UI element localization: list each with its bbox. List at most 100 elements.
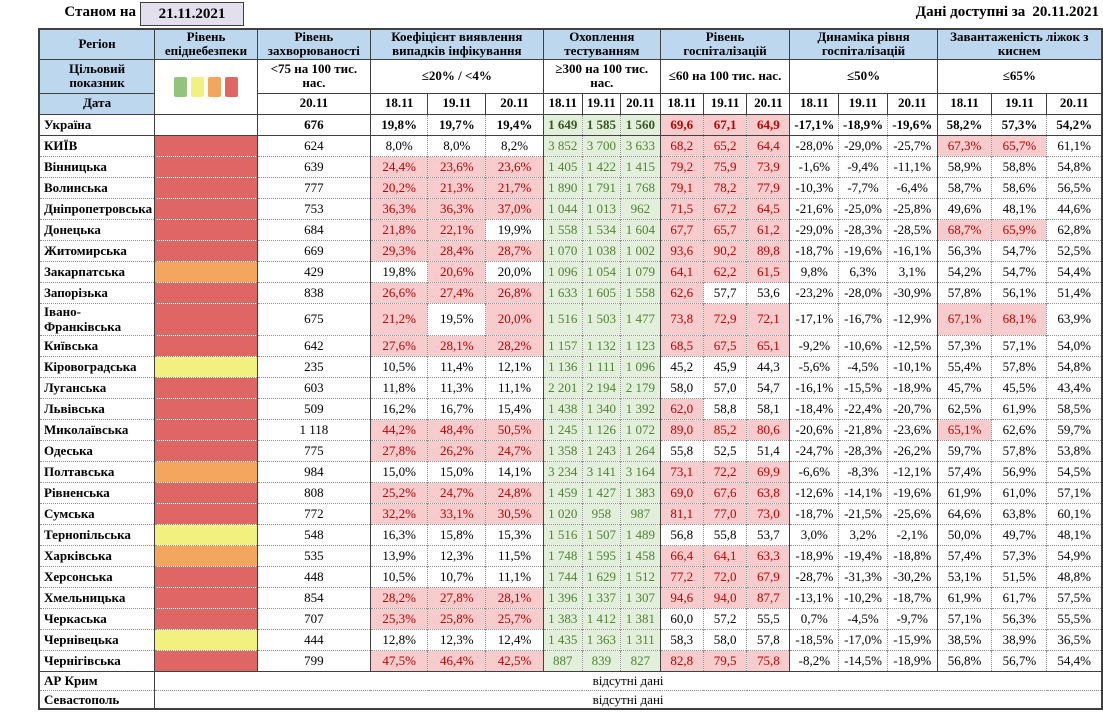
dynamics-cell: -19,6%	[886, 113, 938, 136]
table-row: Одеська 775 27,8% 26,2% 24,7% 1 358 1 243 1 264…	[39, 439, 1102, 462]
detection-cell: 15,0%	[427, 460, 486, 483]
testing-cell: 1 438	[542, 397, 583, 420]
oxygen-cell: 57,8%	[991, 439, 1047, 462]
detection-cell: 22,1%	[427, 218, 486, 241]
dynamics-cell: -16,7%	[838, 302, 888, 336]
detection-cell: 11,1%	[485, 376, 544, 399]
oxygen-cell: 54,4%	[1046, 649, 1102, 672]
col-header-incidence: Рівень захворюваності	[256, 28, 371, 60]
hospitalization-cell: 60,0	[659, 607, 704, 630]
available-date: 20.11.2021	[1032, 4, 1099, 20]
oxygen-cell: 58,9%	[936, 155, 992, 178]
date-header-18.11: 18.11	[542, 92, 583, 115]
hospitalization-cell: 69,0	[659, 481, 704, 504]
detection-cell: 29,3%	[369, 239, 428, 262]
testing-cell: 1 044	[542, 197, 583, 220]
dynamics-cell: -5,6%	[789, 355, 839, 378]
testing-cell: 1 383	[542, 607, 583, 630]
oxygen-cell: 59,7%	[936, 439, 992, 462]
col-header-dynamics: Динаміка рівня госпіталізацій	[789, 28, 938, 60]
region-name-cell: Харківська	[39, 544, 155, 567]
testing-cell: 1 534	[581, 218, 621, 241]
detection-cell: 26,8%	[485, 281, 544, 304]
hospitalization-cell: 69,6	[659, 113, 704, 136]
dynamics-cell: -4,5%	[838, 607, 888, 630]
detection-cell: 23,6%	[427, 155, 486, 178]
oxygen-cell: 58,8%	[991, 155, 1047, 178]
detection-cell: 19,9%	[485, 218, 544, 241]
col-header-detection: Коефіцієнт виявлення випадків інфікуванн…	[369, 28, 544, 60]
hospitalization-cell: 79,1	[659, 176, 704, 199]
detection-cell: 20,6%	[427, 260, 486, 283]
dynamics-cell: -12,5%	[886, 334, 938, 357]
dynamics-cell: -28,7%	[789, 565, 839, 588]
table-row: Рівненська 808 25,2% 24,7% 24,8% 1 459 1 427 1 …	[39, 481, 1102, 504]
detection-cell: 19,4%	[485, 113, 544, 136]
date-header-20.11: 20.11	[620, 92, 661, 115]
detection-cell: 27,8%	[369, 439, 428, 462]
hospitalization-cell: 58,1	[746, 397, 790, 420]
oxygen-cell: 48,8%	[1046, 565, 1102, 588]
criteria-hospitalization: ≤60 на 100 тис. нас.	[659, 58, 791, 94]
detection-cell: 27,6%	[369, 334, 428, 357]
region-name-cell: Луганська	[39, 376, 155, 399]
oxygen-cell: 48,1%	[991, 197, 1047, 220]
testing-cell: 1 340	[581, 397, 621, 420]
oxygen-cell: 54,0%	[1046, 334, 1102, 357]
testing-cell: 1 311	[620, 628, 661, 651]
date-header-18.11: 18.11	[936, 92, 993, 115]
table-row: Полтавська 984 15,0% 15,0% 14,1% 3 234 3 141 3 …	[39, 460, 1102, 483]
table-row: Житомирська 669 29,3% 28,4% 28,7% 1 070 1 038 1…	[39, 239, 1102, 262]
col-header-epid-level: Рівень епіднебезпеки	[154, 28, 258, 60]
region-name-cell: Тернопільська	[39, 523, 155, 546]
hospitalization-cell: 65,2	[702, 134, 747, 157]
hospitalization-cell: 65,1	[746, 334, 790, 357]
oxygen-cell: 63,8%	[991, 502, 1047, 525]
dynamics-cell: -21,5%	[838, 502, 888, 525]
detection-cell: 21,8%	[369, 218, 428, 241]
oxygen-cell: 54,8%	[1046, 155, 1102, 178]
region-name-cell: Кіровоградська	[39, 355, 155, 378]
hospitalization-cell: 75,9	[702, 155, 747, 178]
oxygen-cell: 61,9%	[991, 397, 1047, 420]
dynamics-cell: -10,1%	[886, 355, 938, 378]
testing-cell: 2 194	[581, 376, 621, 399]
region-name-cell: Севастополь	[39, 689, 155, 710]
testing-cell: 2 201	[542, 376, 583, 399]
hospitalization-cell: 73,9	[746, 155, 790, 178]
dynamics-cell: -17,1%	[789, 302, 839, 336]
hospitalization-cell: 77,0	[702, 502, 747, 525]
oxygen-cell: 61,1%	[1046, 134, 1102, 157]
testing-cell: 1 477	[620, 302, 661, 336]
hospitalization-cell: 57,2	[702, 607, 747, 630]
hospitalization-cell: 85,2	[702, 418, 747, 441]
detection-cell: 19,7%	[427, 113, 486, 136]
incidence-cell: 799	[256, 649, 371, 672]
hospitalization-cell: 62,6	[659, 281, 704, 304]
hospitalization-cell: 64,4	[746, 134, 790, 157]
testing-cell: 839	[581, 649, 621, 672]
incidence-cell: 448	[256, 565, 371, 588]
dynamics-cell: -14,5%	[838, 649, 888, 672]
testing-cell: 1 649	[542, 113, 583, 136]
oxygen-cell: 64,6%	[936, 502, 992, 525]
dynamics-cell: 9,8%	[789, 260, 839, 283]
top-bar: Станом на 21.11.2021 Дані доступні за 20.…	[0, 0, 1103, 28]
testing-cell: 1 307	[620, 586, 661, 609]
testing-cell: 1 405	[542, 155, 583, 178]
testing-cell: 3 234	[542, 460, 583, 483]
oxygen-cell: 57,3%	[991, 544, 1047, 567]
incidence-cell: 1 118	[256, 418, 371, 441]
detection-cell: 28,1%	[427, 334, 486, 357]
detection-cell: 16,7%	[427, 397, 486, 420]
hospitalization-cell: 65,7	[702, 218, 747, 241]
testing-cell: 1 512	[620, 565, 661, 588]
detection-cell: 20,2%	[369, 176, 428, 199]
dynamics-cell: -16,1%	[886, 239, 938, 262]
oxygen-cell: 57,8%	[936, 281, 992, 304]
hospitalization-cell: 55,8	[659, 439, 704, 462]
oxygen-cell: 54,9%	[1046, 544, 1102, 567]
no-data-cell: відсутні дані	[154, 670, 1102, 691]
hospitalization-cell: 64,1	[702, 544, 747, 567]
testing-cell: 1 396	[542, 586, 583, 609]
